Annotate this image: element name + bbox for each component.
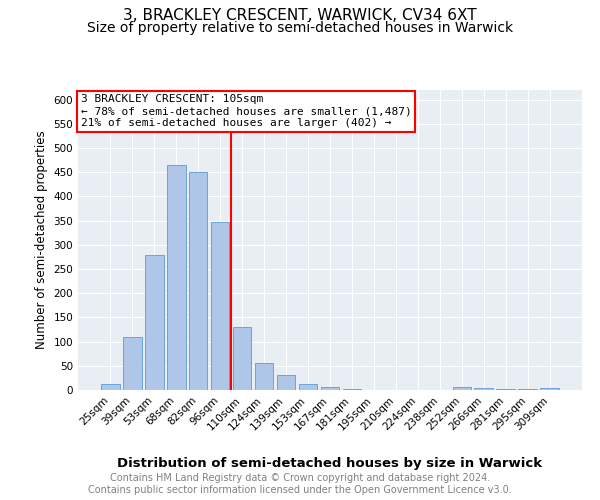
Bar (167, 165, 185, 390)
Y-axis label: Number of semi-detached properties: Number of semi-detached properties (35, 130, 48, 350)
Bar (233, 327, 251, 390)
Bar (518, 389, 537, 390)
Bar (541, 388, 559, 390)
Text: Distribution of semi-detached houses by size in Warwick: Distribution of semi-detached houses by … (118, 458, 542, 470)
Bar (123, 337, 142, 390)
Bar (255, 364, 274, 390)
Bar (277, 376, 295, 390)
Text: Size of property relative to semi-detached houses in Warwick: Size of property relative to semi-detach… (87, 21, 513, 35)
Bar (343, 388, 361, 390)
Bar (299, 384, 317, 390)
Bar (320, 386, 340, 390)
Bar (189, 172, 208, 390)
Bar (496, 389, 515, 390)
Text: Contains HM Land Registry data © Crown copyright and database right 2024.
Contai: Contains HM Land Registry data © Crown c… (88, 474, 512, 495)
Text: 3 BRACKLEY CRESCENT: 105sqm
← 78% of semi-detached houses are smaller (1,487)
21: 3 BRACKLEY CRESCENT: 105sqm ← 78% of sem… (80, 94, 411, 128)
Bar (101, 384, 119, 390)
Bar (452, 387, 471, 390)
Text: 3, BRACKLEY CRESCENT, WARWICK, CV34 6XT: 3, BRACKLEY CRESCENT, WARWICK, CV34 6XT (123, 8, 477, 22)
Bar (145, 254, 164, 390)
Bar (475, 388, 493, 390)
Bar (211, 222, 229, 390)
